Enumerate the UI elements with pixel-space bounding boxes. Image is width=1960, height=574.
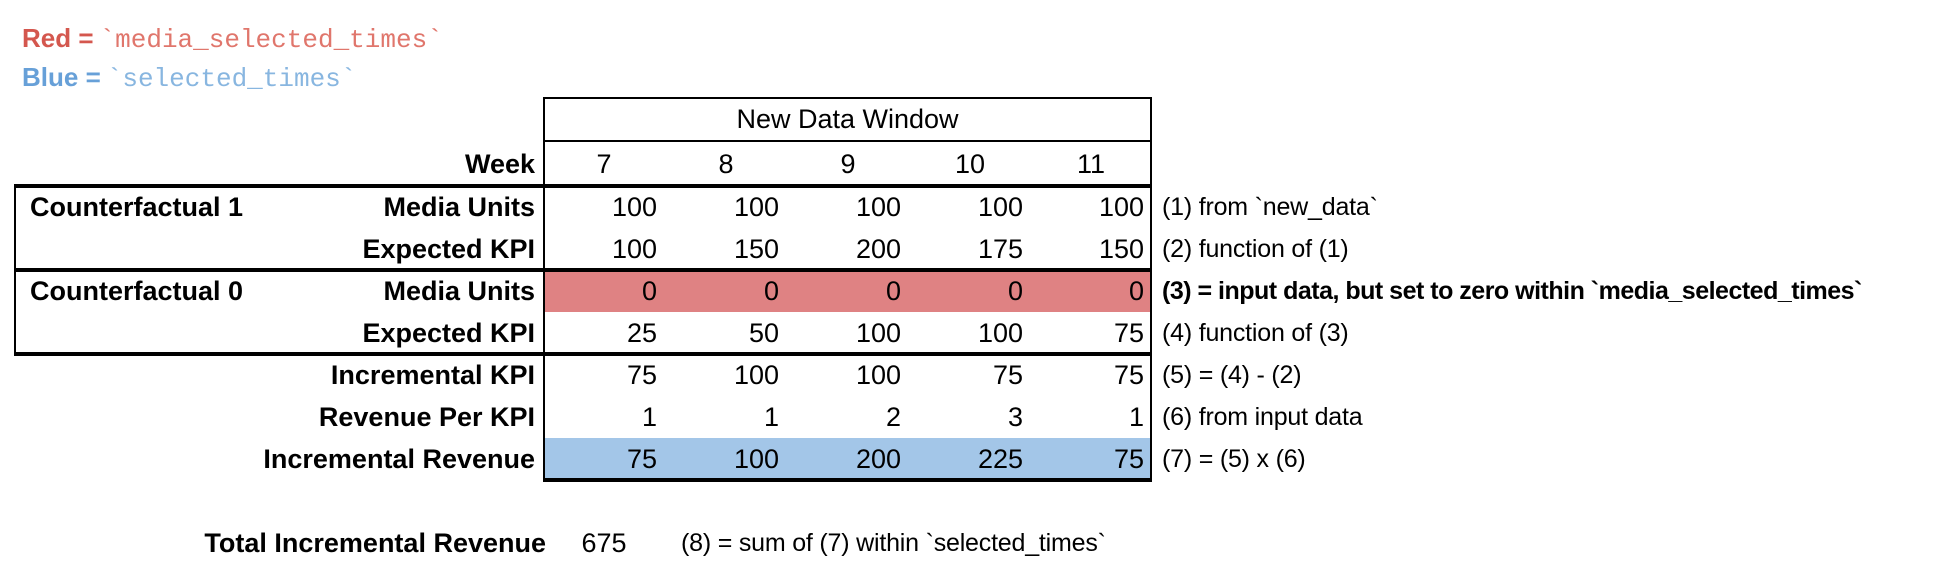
week-header: 11: [1076, 149, 1106, 179]
header-box-bottom-border: [543, 140, 1152, 142]
table-cell-blue: 75: [1113, 444, 1144, 474]
week-header: 10: [954, 149, 986, 179]
table-cell-blue: 200: [855, 444, 901, 474]
legend-red: Red = `media_selected_times`: [22, 22, 443, 55]
row-label: Expected KPI: [362, 234, 535, 264]
table-cell: 100: [733, 360, 779, 390]
table-cell-blue: 75: [626, 444, 657, 474]
table-cell-red: 0: [885, 276, 901, 306]
total-annotation-8: (8) = sum of (7) within `selected_times`: [681, 529, 1106, 557]
table-cell: 75: [992, 360, 1023, 390]
row-annotation-2: (2) function of (1): [1162, 235, 1349, 263]
data-area-left-border: [543, 97, 545, 482]
table-cell: 175: [977, 234, 1023, 264]
counterfactual-divider-border: [14, 268, 1152, 272]
week-header: 9: [840, 149, 856, 179]
row-label: Incremental Revenue: [263, 444, 535, 474]
table-cell: 3: [1007, 402, 1023, 432]
legend-blue: Blue = `selected_times`: [22, 61, 357, 94]
total-incremental-revenue-value: 675: [581, 528, 627, 558]
new-data-window-title: New Data Window: [736, 104, 959, 134]
row-annotation-7: (7) = (5) x (6): [1162, 445, 1306, 473]
row-label: Expected KPI: [362, 318, 535, 348]
table-cell: 25: [626, 318, 657, 348]
table-cell-red: 0: [641, 276, 657, 306]
legend-red-code: `media_selected_times`: [99, 25, 443, 55]
data-area-right-border: [1150, 97, 1152, 482]
table-cell: 75: [1113, 360, 1144, 390]
counterfactual0-bottom-border: [14, 352, 1152, 356]
table-cell-blue: 100: [733, 444, 779, 474]
table-cell: 75: [1113, 318, 1144, 348]
table-cell: 100: [611, 234, 657, 264]
table-cell-red: 0: [1007, 276, 1023, 306]
row-annotation-3: (3) = input data, but set to zero within…: [1162, 277, 1862, 305]
table-cell: 100: [611, 192, 657, 222]
table-cell: 100: [977, 192, 1023, 222]
row-label: Revenue Per KPI: [318, 402, 535, 432]
table-cell: 75: [626, 360, 657, 390]
group-label-counterfactual-0: Counterfactual 0: [30, 276, 244, 306]
table-cell: 100: [855, 192, 901, 222]
table-cell: 1: [1128, 402, 1144, 432]
week-row-label: Week: [464, 149, 535, 179]
week-header: 7: [596, 149, 612, 179]
table-cell: 100: [733, 192, 779, 222]
header-box-top-border: [543, 97, 1152, 99]
table-cell: 50: [748, 318, 779, 348]
body-top-border: [14, 184, 1152, 188]
row-annotation-4: (4) function of (3): [1162, 319, 1349, 347]
table-cell: 100: [855, 360, 901, 390]
table-cell: 1: [641, 402, 657, 432]
table-cell-red: 0: [1128, 276, 1144, 306]
table-cell: 100: [1098, 192, 1144, 222]
group-label-counterfactual-1: Counterfactual 1: [30, 192, 244, 222]
table-cell: 2: [885, 402, 901, 432]
label-box-left-border: [14, 184, 16, 356]
table-cell: 200: [855, 234, 901, 264]
legend-red-label: Red =: [22, 23, 94, 53]
row-label: Incremental KPI: [330, 360, 535, 390]
total-incremental-revenue-label: Total Incremental Revenue: [204, 528, 546, 558]
table-cell: 1: [763, 402, 779, 432]
table-cell: 100: [977, 318, 1023, 348]
red-highlight-media-selected-times: [545, 272, 1150, 312]
table-cell: 100: [855, 318, 901, 348]
row-annotation-5: (5) = (4) - (2): [1162, 361, 1302, 389]
table-cell-red: 0: [763, 276, 779, 306]
row-annotation-6: (6) from input data: [1162, 403, 1363, 431]
row-label: Media Units: [383, 276, 535, 306]
blue-highlight-selected-times: [545, 438, 1150, 478]
table-cell: 150: [733, 234, 779, 264]
table-cell: 150: [1098, 234, 1144, 264]
legend-blue-label: Blue =: [22, 62, 101, 92]
table-bottom-border: [543, 478, 1152, 482]
week-header: 8: [718, 149, 734, 179]
row-annotation-1: (1) from `new_data`: [1162, 193, 1378, 221]
row-label: Media Units: [383, 192, 535, 222]
legend-blue-code: `selected_times`: [106, 64, 357, 94]
table-cell-blue: 225: [977, 444, 1023, 474]
